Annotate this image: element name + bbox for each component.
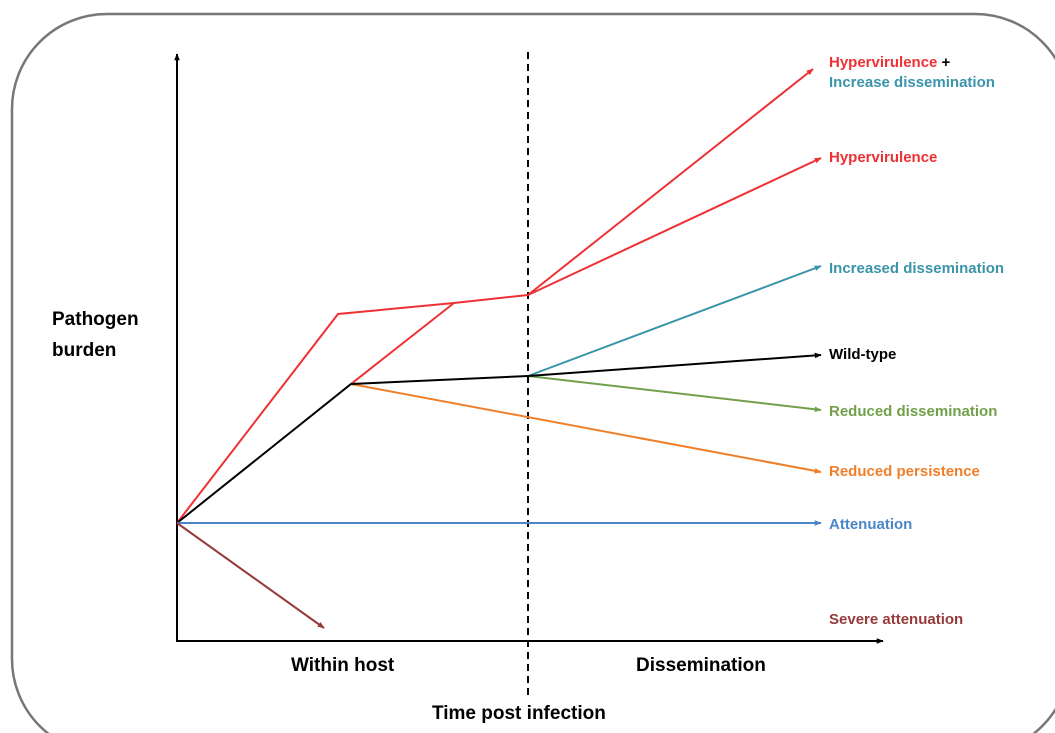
label-reduced-persistence: Reduced persistence bbox=[829, 463, 980, 480]
x-axis-title: Time post infection bbox=[432, 703, 606, 724]
label-plus-sign: + bbox=[937, 54, 950, 71]
arrow-wild-type bbox=[527, 352, 822, 377]
label-wild-type: Wild-type bbox=[829, 346, 896, 363]
arrow-severe-attenuation bbox=[176, 522, 325, 629]
y-axis-label-line2: burden bbox=[52, 340, 116, 361]
y-axis-label-line1: Pathogen bbox=[52, 309, 139, 330]
phase-label-dissemination: Dissemination bbox=[636, 655, 766, 676]
arrow-reduced-persistence bbox=[350, 383, 822, 474]
arrow-increased-dissemination bbox=[527, 265, 822, 377]
diagram-frame bbox=[10, 12, 1055, 733]
trajectory-hypervirulence-within-host bbox=[176, 294, 529, 524]
label-increase-dissemination-part: Increase dissemination bbox=[829, 74, 995, 91]
trajectory-wildtype-to-hypervirulence bbox=[350, 302, 455, 385]
label-severe-attenuation: Severe attenuation bbox=[829, 611, 963, 628]
label-attenuation: Attenuation bbox=[829, 516, 912, 533]
arrow-hypervirulence bbox=[527, 157, 822, 296]
label-increased-dissemination: Increased dissemination bbox=[829, 260, 1004, 277]
trajectory-wild-type-within-host bbox=[176, 375, 529, 524]
phase-label-within-host: Within host bbox=[291, 655, 395, 676]
label-reduced-dissemination: Reduced dissemination bbox=[829, 403, 997, 420]
arrow-reduced-dissemination bbox=[527, 375, 822, 413]
arrow-hypervirulence-increase-dissemination bbox=[527, 68, 814, 296]
label-hypervirulence: Hypervirulence bbox=[829, 149, 937, 166]
label-hypervirulence-part: Hypervirulence bbox=[829, 54, 937, 71]
label-hypervirulence-increase-dissemination: Hypervirulence + bbox=[829, 54, 951, 71]
